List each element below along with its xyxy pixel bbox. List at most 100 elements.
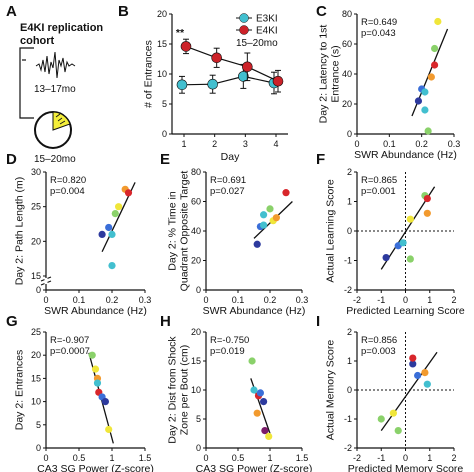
x-tick-label: 0 bbox=[403, 453, 408, 463]
y-tick-label: 15 bbox=[157, 39, 167, 49]
data-point bbox=[423, 209, 431, 217]
data-point bbox=[399, 239, 407, 247]
x-axis-label: Day bbox=[221, 151, 240, 163]
x-tick-label: 0.5 bbox=[73, 453, 86, 463]
stat-label: p=0.004 bbox=[50, 186, 85, 197]
y-tick-label: 15 bbox=[31, 271, 41, 281]
y-axis-label: Day 2: Latency to 1stEntrance (s) bbox=[317, 25, 341, 124]
data-point-E3KI bbox=[176, 79, 188, 91]
legend-marker bbox=[239, 25, 249, 35]
x-tick-label: 1 bbox=[427, 295, 432, 305]
stat-label: R=0.856 bbox=[361, 335, 397, 346]
y-tick-label: 5 bbox=[162, 99, 167, 109]
legend-note: 15–20mo bbox=[236, 38, 278, 49]
panel-a-letter: A bbox=[6, 3, 17, 20]
data-point bbox=[261, 427, 269, 435]
data-point bbox=[266, 205, 274, 213]
x-tick-label: 0.1 bbox=[383, 139, 396, 149]
y-tick-label: 1 bbox=[347, 356, 352, 366]
x-tick-label: 1 bbox=[427, 453, 432, 463]
age-label-2: 15–20mo bbox=[34, 154, 76, 165]
series-line-E3KI bbox=[181, 75, 275, 86]
data-point-E4KI bbox=[242, 61, 253, 73]
x-axis-label: SWR Abundance (Hz) bbox=[203, 305, 306, 317]
data-point bbox=[406, 255, 414, 263]
x-tick-label: -1 bbox=[377, 295, 385, 305]
panel-letter: C bbox=[316, 3, 327, 20]
y-tick-label: 0 bbox=[36, 285, 41, 295]
data-point bbox=[253, 409, 261, 417]
data-point bbox=[111, 210, 119, 218]
data-point bbox=[423, 194, 431, 203]
stat-label: R=0.820 bbox=[50, 175, 86, 186]
y-tick-label: 20 bbox=[157, 9, 167, 19]
data-point bbox=[115, 203, 123, 211]
significance-mark: ** bbox=[176, 27, 185, 39]
regression-line bbox=[380, 351, 438, 431]
y-tick-label: 0 bbox=[347, 129, 352, 139]
y-tick-label: 60 bbox=[342, 39, 352, 49]
panel-letter: E bbox=[160, 151, 170, 168]
stat-label: R=0.649 bbox=[361, 17, 397, 28]
stat-label: p=0.027 bbox=[210, 186, 245, 197]
data-point bbox=[260, 398, 268, 406]
y-tick-label: 0 bbox=[196, 443, 201, 453]
y-axis-label: Day 2: % Time inQuadrant Opposite Target bbox=[166, 171, 190, 292]
y-tick-label: 2 bbox=[347, 167, 352, 177]
lfp-trace-icon bbox=[35, 51, 76, 79]
y-tick-label: 1 bbox=[347, 197, 352, 207]
y-tick-label: 10 bbox=[157, 69, 167, 79]
x-tick-label: 2 bbox=[451, 295, 456, 305]
y-tick-label: 5 bbox=[196, 414, 201, 424]
y-axis-label: # of Entrances bbox=[143, 40, 155, 108]
x-tick-label: 2 bbox=[451, 453, 456, 463]
y-tick-label: -1 bbox=[344, 256, 352, 266]
data-point bbox=[414, 371, 422, 380]
data-point bbox=[256, 389, 264, 397]
panel-a: A E4KI replication cohort 13–17mo 15–20m… bbox=[6, 3, 103, 165]
cohort-title-line2: cohort bbox=[20, 35, 55, 47]
data-point bbox=[260, 221, 268, 229]
panel-b: B 0 5 10 15 20 1 2 3 4 Day # of Entrances ** E3KIE4KI… bbox=[118, 3, 288, 163]
stat-label: p=0.003 bbox=[361, 346, 396, 357]
age-label-1: 13–17mo bbox=[34, 84, 76, 95]
y-tick-label: 25 bbox=[31, 327, 41, 337]
x-tick-label: 0 bbox=[43, 453, 48, 463]
x-tick-label: 0.1 bbox=[232, 295, 245, 305]
y-tick-label: 2 bbox=[347, 327, 352, 337]
stat-label: p=0.0007 bbox=[50, 346, 90, 357]
series-line-E4KI bbox=[185, 45, 279, 82]
legend-label: E3KI bbox=[256, 14, 278, 25]
stat-label: R=0.691 bbox=[210, 175, 246, 186]
data-point-E4KI bbox=[211, 52, 222, 64]
y-tick-label: 25 bbox=[31, 202, 41, 212]
x-axis-label: SWR Abundance (Hz) bbox=[354, 149, 457, 161]
x-tick-label: 0.1 bbox=[73, 295, 86, 305]
y-tick-label: 20 bbox=[31, 350, 41, 360]
x-tick-label: 2 bbox=[212, 139, 217, 149]
panel-letter: F bbox=[316, 151, 325, 168]
x-tick-label: 0 bbox=[203, 295, 208, 305]
y-tick-label: 15 bbox=[191, 356, 201, 366]
y-tick-label: 10 bbox=[191, 385, 201, 395]
stat-label: R=-0.750 bbox=[210, 335, 249, 346]
data-point bbox=[382, 253, 390, 262]
data-point bbox=[105, 223, 113, 232]
x-tick-label: 0.2 bbox=[106, 295, 119, 305]
data-point bbox=[431, 61, 439, 69]
stat-label: R=0.865 bbox=[361, 175, 397, 186]
data-point bbox=[414, 97, 423, 105]
x-tick-label: 3 bbox=[243, 139, 248, 149]
data-point bbox=[424, 127, 432, 135]
data-point bbox=[248, 357, 256, 365]
panel-letter: H bbox=[160, 313, 171, 330]
legend-marker bbox=[239, 13, 249, 23]
data-point bbox=[427, 73, 435, 81]
